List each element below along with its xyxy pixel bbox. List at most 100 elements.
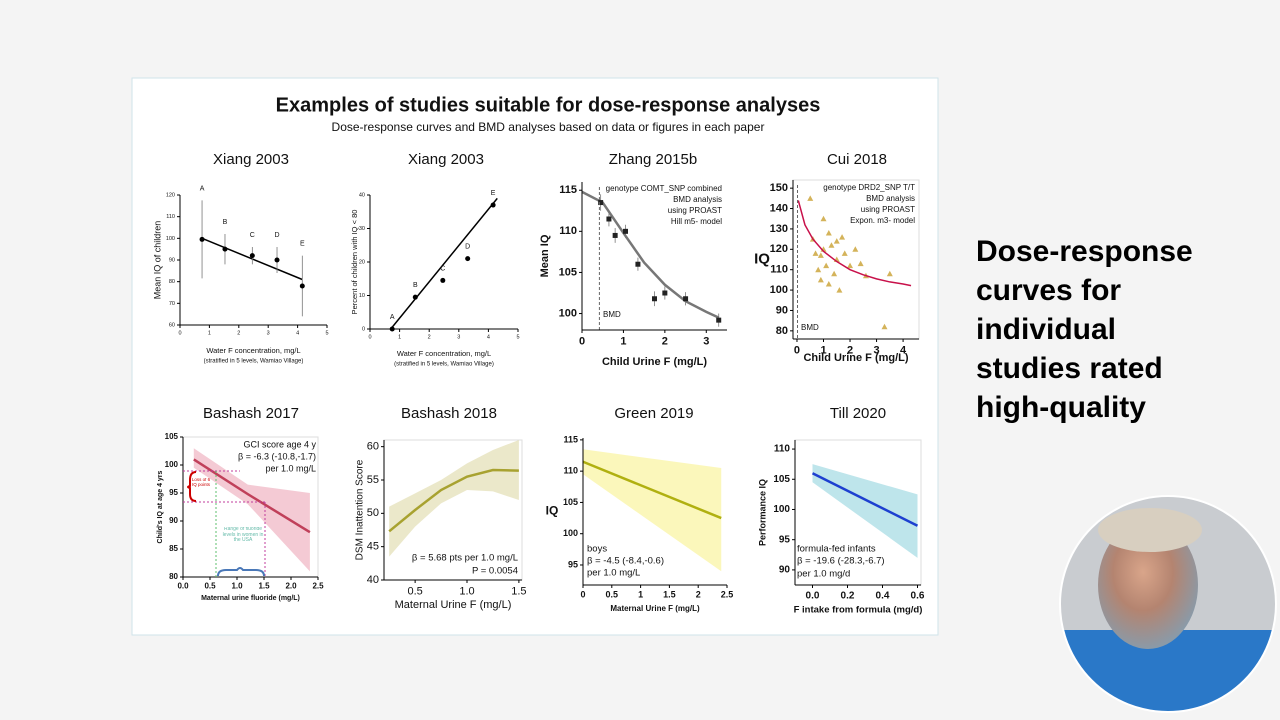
y-tick-label: 55	[367, 474, 379, 486]
x-tick-label: 1.5	[511, 586, 526, 598]
data-point	[852, 246, 859, 252]
x-tick-label: 0.5	[407, 586, 422, 598]
y-axis-label: DSM Inattention Score	[355, 459, 366, 560]
y-tick-label: 50	[367, 507, 379, 519]
y-tick-label: 20	[359, 259, 365, 265]
y-tick-label: 105	[563, 497, 578, 507]
data-point	[886, 270, 893, 277]
y-tick-label: 100	[166, 236, 175, 242]
x-tick-label: 0.0	[806, 591, 820, 602]
x-axis-label: Maternal urine fluoride (mg/L)	[201, 595, 300, 602]
data-point	[817, 276, 824, 283]
point-label: D	[274, 232, 279, 239]
x-tick-label: 5	[516, 334, 519, 340]
x-tick-label: 0.4	[876, 591, 890, 602]
data-point	[836, 287, 843, 293]
data-point	[299, 283, 305, 289]
y-tick-label: 95	[779, 534, 791, 545]
y-tick-label: 90	[779, 565, 791, 576]
y-tick-label: 100	[165, 460, 179, 469]
fit-line	[390, 197, 498, 330]
x-tick-label: 1	[208, 330, 211, 336]
annotation: BMD analysis	[866, 194, 915, 203]
fit-line	[388, 468, 519, 533]
x-tick-label: 1	[620, 336, 626, 348]
x-tick-label: 3	[873, 345, 879, 357]
x-tick-label: 1	[820, 345, 826, 357]
data-point	[274, 257, 280, 263]
x-tick-label: 2	[847, 345, 853, 357]
fit-line	[797, 200, 912, 287]
y-tick-label: 105	[165, 432, 179, 441]
point-label: B	[413, 282, 418, 289]
x-axis-label: Child Urine F (mg/L)	[803, 352, 908, 364]
x-tick-label: 1.5	[663, 590, 676, 600]
point-label: A	[390, 314, 395, 321]
annotation: β = -6.3 (-10.8,-1.7)	[238, 451, 316, 461]
data-point	[831, 270, 838, 277]
x-tick-label: 2	[237, 330, 240, 336]
y-axis-label: Percent of children with IQ < 80	[350, 210, 359, 315]
data-point	[881, 323, 888, 330]
x-axis-label: Child Urine F (mg/L)	[602, 356, 707, 368]
y-tick-label: 105	[773, 474, 790, 485]
annotation: β = -19.6 (-28.3,-6.7)	[797, 556, 885, 567]
data-point	[652, 296, 657, 302]
data-point	[817, 252, 824, 258]
y-tick-label: 95	[169, 488, 178, 497]
data-point	[820, 215, 827, 222]
data-point	[440, 277, 446, 283]
y-tick-label: 110	[559, 225, 577, 237]
data-point	[857, 260, 864, 267]
x-tick-label: 0	[178, 330, 181, 336]
x-tick-label: 4	[900, 345, 907, 357]
point-label: E	[491, 190, 496, 197]
y-tick-label: 150	[770, 182, 788, 194]
x-tick-label: 0	[794, 345, 800, 357]
data-point	[222, 246, 228, 252]
data-point	[847, 262, 854, 269]
x-axis-label: Maternal Urine F (mg/L)	[610, 604, 700, 613]
y-tick-label: 90	[169, 516, 178, 525]
x-tick-label: 4	[296, 330, 299, 336]
annotation-text: Loss of 6 IQ points	[191, 478, 211, 487]
y-tick-label: 105	[559, 266, 577, 278]
data-point	[606, 216, 612, 222]
x-axis-label: Maternal Urine F (mg/L)	[395, 599, 512, 611]
data-point	[465, 256, 471, 262]
y-tick-label: 80	[169, 279, 175, 285]
point-label: C	[440, 265, 445, 272]
data-point	[716, 317, 722, 323]
y-tick-label: 100	[773, 504, 790, 515]
data-point	[823, 262, 830, 269]
annotation: BMD analysis	[673, 195, 722, 204]
y-tick-label: 120	[770, 243, 788, 255]
y-tick-label: 10	[359, 293, 365, 299]
annotation: Hill m5- model	[671, 217, 722, 226]
data-point	[249, 253, 255, 259]
data-point	[825, 280, 832, 287]
y-tick-label: 60	[169, 322, 175, 328]
annotation: β = 5.68 pts per 1.0 mg/L	[412, 553, 518, 564]
y-tick-label: 40	[359, 192, 365, 198]
brace	[217, 567, 265, 577]
data-point	[598, 200, 604, 206]
y-tick-label: 30	[359, 226, 365, 232]
chart-title: Cui 2018	[827, 151, 887, 168]
y-tick-label: 130	[770, 223, 788, 235]
y-tick-label: 110	[770, 264, 788, 276]
x-tick-label: 0.2	[841, 591, 855, 602]
annotation: Loss of 6 IQ points	[191, 478, 211, 487]
y-tick-label: 110	[774, 444, 791, 455]
data-point	[623, 228, 628, 234]
y-tick-label: 115	[563, 434, 578, 444]
point-label: D	[465, 243, 470, 250]
x-tick-label: 2	[696, 590, 701, 600]
y-tick-label: 80	[776, 325, 788, 337]
x-axis-note: (stratified in 5 levels, Wamiao Village)	[204, 359, 304, 365]
y-axis-label: IQ	[546, 504, 559, 518]
annotation: GCI score age 4 y	[243, 439, 316, 449]
y-tick-label: 60	[367, 441, 379, 453]
brace	[187, 471, 197, 502]
fit-line	[811, 472, 919, 527]
